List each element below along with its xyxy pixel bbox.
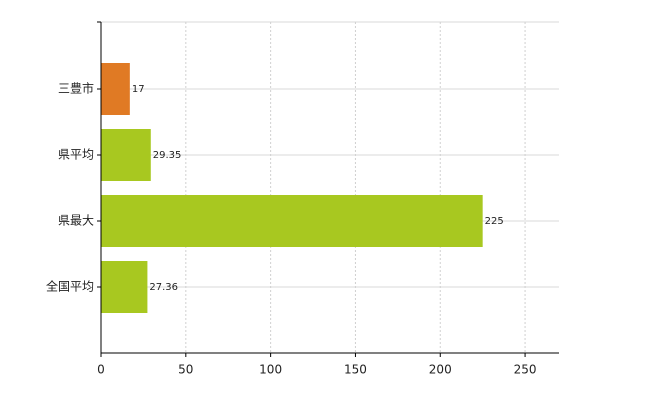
x-tick-label: 50: [178, 363, 193, 377]
x-tick-label: 200: [429, 363, 452, 377]
x-tick-label: 250: [514, 363, 537, 377]
y-tick-label: 三豊市: [58, 81, 94, 96]
bar: [101, 261, 148, 313]
y-tick-label: 県最大: [58, 214, 94, 228]
value-label: 27.36: [149, 282, 178, 293]
y-tick-label: 全国平均: [46, 279, 94, 294]
y-tick-label: 県平均: [58, 148, 94, 162]
value-label: 17: [132, 84, 145, 95]
bar: [101, 129, 151, 181]
bar: [101, 63, 130, 115]
bar: [101, 195, 483, 247]
x-tick-label: 150: [344, 363, 367, 377]
value-label: 29.35: [153, 150, 182, 161]
x-tick-label: 100: [259, 363, 282, 377]
x-tick-label: 0: [97, 363, 105, 377]
value-label: 225: [485, 216, 504, 227]
